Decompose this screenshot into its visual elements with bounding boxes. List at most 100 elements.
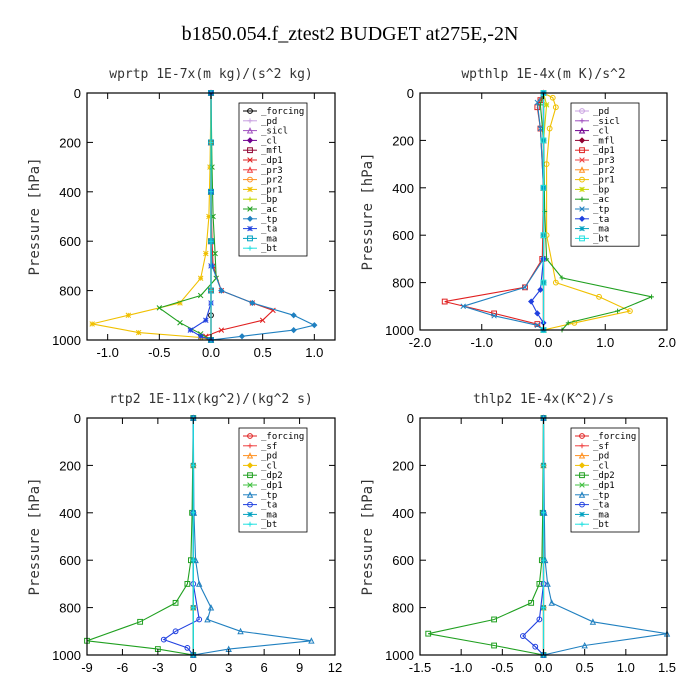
y-tick-label: 800 <box>59 284 81 299</box>
data-point <box>203 317 209 323</box>
figure-title: b1850.054.f_ztest2 BUDGET at275E,-2N <box>182 23 519 45</box>
legend-entry: _bt <box>593 234 609 244</box>
series-line-pr1 <box>92 92 212 341</box>
legend-marker <box>579 521 585 527</box>
data-point <box>195 580 203 587</box>
legend-entry: _ta <box>593 501 609 511</box>
legend-entry: _pr3 <box>261 166 283 176</box>
legend-marker <box>578 127 586 134</box>
panel-3: thlp2 1E-4x(K^2)/s Pressure [hPa] -1.5 -1.0… <box>360 392 676 675</box>
y-tick-label: 0 <box>74 86 81 101</box>
legend-entry: _pr1 <box>261 185 283 195</box>
data-point <box>208 238 214 244</box>
legend-entry: _bt <box>593 520 609 530</box>
legend-marker <box>579 443 585 449</box>
y-tick-label: 400 <box>59 506 81 521</box>
legend-entry: _mfl <box>593 136 615 146</box>
y-tick-label: 200 <box>392 458 414 473</box>
legend-marker <box>579 472 585 479</box>
legend-marker <box>247 501 253 508</box>
data-point <box>218 327 225 333</box>
legend-entry: _bt <box>261 244 277 254</box>
data-point <box>541 605 546 610</box>
data-point <box>540 184 547 191</box>
data-point <box>491 616 498 623</box>
legend-entry: _tp <box>593 491 609 501</box>
data-point <box>534 321 541 327</box>
panel-title: thlp2 1E-4x(K^2)/s <box>473 392 614 407</box>
legend-marker <box>578 452 586 459</box>
legend-marker <box>579 501 585 508</box>
panel-1: wpthlp 1E-4x(m K)/s^2 Pressure [hPa] -2.0 -… <box>360 67 676 350</box>
data-point <box>540 137 547 144</box>
data-point <box>137 618 144 625</box>
x-tick-label: -0.5 <box>491 660 513 675</box>
legend-marker <box>579 225 585 232</box>
data-point <box>238 333 246 340</box>
legend-marker <box>247 196 253 202</box>
data-point <box>596 293 602 300</box>
legend-marker <box>579 108 585 114</box>
x-tick-label: 0.0 <box>534 660 552 675</box>
legend-marker <box>247 482 253 488</box>
legend-marker <box>247 521 253 527</box>
legend-marker <box>247 225 253 232</box>
data-point <box>540 232 547 239</box>
y-tick-label: 200 <box>59 135 81 150</box>
y-tick-label: 600 <box>59 553 81 568</box>
series-line-tp <box>542 417 668 656</box>
legend: _forcing_pd_sicl_cl_mfl_dp1_pr3_pr2_pr1_… <box>238 102 308 257</box>
y-tick-label: 200 <box>59 458 81 473</box>
data-point <box>536 616 543 623</box>
data-point <box>589 618 597 625</box>
legend-entry: _bp <box>593 185 609 195</box>
y-tick-label: 600 <box>392 228 414 243</box>
data-point <box>190 557 196 563</box>
legend-marker <box>579 118 585 124</box>
data-point <box>208 189 214 195</box>
data-point <box>197 275 204 282</box>
data-point <box>543 102 550 108</box>
data-point <box>135 329 142 336</box>
y-tick-label: 400 <box>392 181 414 196</box>
series-line-tp <box>461 92 545 331</box>
data-point <box>441 298 448 305</box>
x-tick-label: 1.0 <box>305 345 323 360</box>
data-point <box>125 312 132 319</box>
data-point <box>538 102 543 108</box>
legend-entry: _bt <box>261 520 277 530</box>
data-point <box>522 284 528 291</box>
data-point <box>528 599 535 606</box>
panel-title: rtp2 1E-11x(kg^2)/(kg^2 s) <box>109 392 313 407</box>
legend-entry: _mfl <box>261 146 283 156</box>
legend-entry: _cl <box>261 461 277 471</box>
data-point <box>541 510 546 516</box>
x-tick-label: 0.5 <box>576 660 594 675</box>
legend-marker <box>578 137 586 144</box>
data-point <box>615 308 620 314</box>
legend: _forcing_sf_pd_cl_dp2_dp1_tp_ta_ma_bt <box>238 427 308 533</box>
x-tick-label: -0.5 <box>148 345 170 360</box>
legend-marker <box>246 452 254 459</box>
data-point <box>534 99 541 106</box>
legend-marker <box>246 491 254 498</box>
data-point <box>207 164 213 170</box>
legend-marker <box>578 491 586 498</box>
legend-entry: _sicl <box>593 117 620 127</box>
legend-entry: _dp1 <box>593 146 615 156</box>
legend-entry: _dp2 <box>593 471 615 481</box>
y-axis-label: Pressure [hPa] <box>360 152 376 270</box>
data-point <box>212 250 218 257</box>
legend-marker <box>247 108 253 114</box>
legend-marker <box>247 118 253 124</box>
legend-entry: _pd <box>261 452 277 462</box>
legend-entry: _pr1 <box>593 176 615 186</box>
data-point <box>259 317 266 323</box>
x-tick-label: -6 <box>117 660 129 675</box>
data-point <box>532 643 539 650</box>
legend-entry: _ta <box>593 215 609 225</box>
x-tick-label: 12 <box>328 660 342 675</box>
legend-marker <box>247 443 253 449</box>
legend-marker <box>579 176 585 183</box>
legend-marker <box>579 433 585 439</box>
